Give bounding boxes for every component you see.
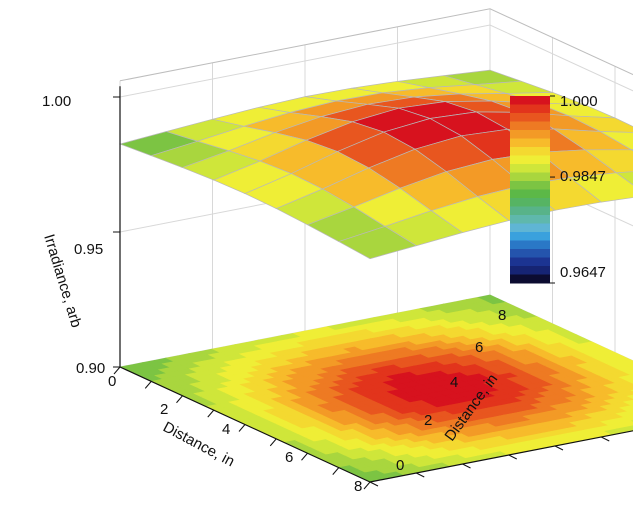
x-tick-mark (269, 438, 277, 447)
contour-cell (618, 389, 633, 397)
colorbar-segment (510, 198, 550, 207)
colorbar-segment (510, 274, 550, 284)
contour-cell (619, 405, 633, 412)
x-tick-label: 2 (160, 401, 168, 418)
contour-cell (614, 365, 633, 372)
x-tick-mark (176, 395, 183, 404)
contour-cell (629, 374, 633, 377)
y-tick-mark (369, 481, 379, 487)
contour-cell (622, 399, 633, 406)
colorbar-segment (510, 138, 550, 148)
z-tick-label: 1.00 (42, 93, 71, 110)
contour-cell (626, 379, 633, 384)
y-tick-mark (416, 472, 425, 478)
colorbar-segment (510, 249, 550, 258)
colorbar-segment (510, 257, 550, 267)
colorbar-segment (510, 130, 550, 139)
x-tick-mark (332, 467, 340, 475)
colorbar-segment (510, 223, 550, 233)
colorbar-label-max: 1.000 (560, 93, 598, 110)
y-tick-label: 2 (424, 412, 432, 429)
back-frame-line (119, 8, 633, 82)
colorbar-label-min: 0.9647 (560, 264, 606, 281)
x-tick-label: 8 (354, 478, 362, 495)
colorbar-segment (510, 240, 550, 250)
contour-cell (622, 384, 633, 391)
z-tick-label: 0.95 (74, 241, 103, 258)
contour-cell (614, 380, 633, 388)
x-tick-label: 4 (222, 421, 230, 438)
colorbar-segment (510, 189, 550, 199)
colorbar-segment (510, 113, 550, 122)
colorbar-segment (510, 147, 550, 156)
colorbar-segment (510, 164, 550, 173)
y-tick-label: 0 (396, 457, 404, 474)
contour-floor (119, 294, 633, 483)
contour-cell (618, 359, 633, 366)
colorbar-segment (510, 206, 550, 216)
contour-cell (627, 425, 633, 430)
colorbar-segment (510, 232, 550, 241)
colorbar-segment (510, 215, 550, 224)
contour-cell (622, 369, 633, 376)
x-tick-mark (301, 452, 308, 461)
colorbar-segment (510, 104, 550, 114)
y-tick-label: 4 (450, 374, 458, 391)
contour-cell (618, 374, 633, 382)
y-tick-mark (462, 463, 471, 469)
y-tick-mark (508, 454, 517, 460)
contour-cell (623, 415, 633, 422)
x-tick-mark (144, 381, 152, 389)
contour-cell (615, 411, 633, 418)
axes (113, 86, 633, 490)
y-tick-label: 6 (475, 339, 483, 356)
x-tick-mark (363, 481, 371, 490)
colorbar-segment (510, 155, 550, 165)
surface-facet (337, 226, 418, 260)
colorbar-segment (510, 96, 550, 105)
colorbar-segment (510, 266, 550, 275)
x-tick-label: 6 (285, 449, 293, 466)
x-tick-label: 0 (108, 373, 116, 390)
y-tick-label: 8 (498, 307, 506, 324)
colorbar-segment (510, 181, 550, 190)
contour-cell (625, 364, 633, 369)
x-tick-mark (238, 424, 246, 432)
z-tick-label: 0.90 (76, 360, 105, 377)
colorbar-label-mid: 0.9847 (560, 168, 606, 185)
colorbar (510, 95, 555, 284)
contour-cell (619, 420, 633, 428)
x-tick-mark (113, 366, 121, 375)
y-tick-mark (601, 436, 610, 442)
back-grid-line (119, 24, 633, 98)
y-tick-mark (554, 445, 564, 451)
colorbar-segment (510, 172, 550, 182)
x-tick-mark (207, 409, 215, 418)
colorbar-segment (510, 121, 550, 131)
surface-mesh (118, 69, 633, 260)
contour-cell (614, 395, 633, 403)
